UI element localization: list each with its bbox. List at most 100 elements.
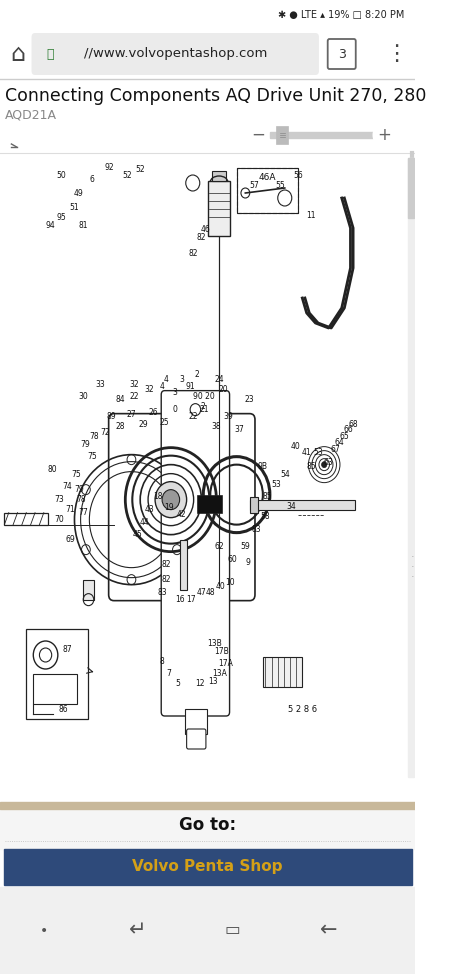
Text: 39: 39 bbox=[223, 412, 233, 421]
Circle shape bbox=[247, 122, 270, 148]
Text: ⋮: ⋮ bbox=[385, 44, 407, 64]
Text: 17: 17 bbox=[186, 595, 196, 604]
Bar bbox=[185, 709, 207, 734]
Text: 78: 78 bbox=[89, 432, 99, 441]
Text: 83: 83 bbox=[157, 588, 167, 597]
Text: 2: 2 bbox=[195, 370, 200, 379]
Text: 13: 13 bbox=[208, 678, 218, 687]
Text: 26: 26 bbox=[148, 408, 158, 417]
Bar bbox=[0, 0, 415, 30]
FancyBboxPatch shape bbox=[328, 39, 356, 69]
Text: 80: 80 bbox=[48, 466, 57, 474]
Circle shape bbox=[162, 490, 180, 509]
Text: 30: 30 bbox=[78, 393, 88, 401]
Text: 42: 42 bbox=[176, 510, 186, 519]
Text: 62: 62 bbox=[214, 543, 224, 551]
Text: 69: 69 bbox=[65, 535, 75, 544]
Text: 67: 67 bbox=[331, 445, 340, 454]
Bar bbox=[212, 171, 226, 181]
Text: 41: 41 bbox=[302, 448, 311, 457]
Bar bbox=[0, 802, 415, 809]
Text: ·: · bbox=[411, 552, 414, 562]
Text: 82: 82 bbox=[162, 575, 171, 584]
Text: 72: 72 bbox=[100, 429, 110, 437]
Text: 22: 22 bbox=[129, 393, 139, 401]
Text: 19: 19 bbox=[164, 504, 174, 512]
Text: 49: 49 bbox=[74, 189, 84, 198]
Bar bbox=[263, 657, 302, 687]
Text: ·: · bbox=[411, 562, 414, 572]
Bar bbox=[250, 500, 355, 509]
Text: 🔒: 🔒 bbox=[46, 48, 54, 60]
FancyBboxPatch shape bbox=[32, 33, 319, 75]
Bar bbox=[276, 126, 288, 144]
Text: 73: 73 bbox=[54, 495, 64, 505]
Text: 17B: 17B bbox=[214, 648, 229, 656]
Text: 9: 9 bbox=[246, 558, 250, 567]
Text: 57: 57 bbox=[249, 181, 259, 191]
FancyBboxPatch shape bbox=[187, 729, 206, 749]
Bar bbox=[237, 168, 298, 213]
Text: 71: 71 bbox=[65, 506, 75, 514]
Text: 44: 44 bbox=[140, 518, 149, 527]
Text: 52: 52 bbox=[136, 166, 145, 174]
Text: 40: 40 bbox=[216, 582, 226, 591]
Text: −: − bbox=[252, 126, 265, 144]
Text: 8: 8 bbox=[160, 657, 164, 666]
Text: ⌂: ⌂ bbox=[10, 42, 25, 66]
Text: 85: 85 bbox=[263, 492, 272, 502]
Text: 64: 64 bbox=[334, 438, 344, 447]
Text: 58: 58 bbox=[261, 512, 270, 521]
Bar bbox=[0, 887, 415, 974]
Text: 91: 91 bbox=[185, 382, 195, 392]
Text: 48: 48 bbox=[205, 588, 215, 597]
Bar bbox=[0, 30, 415, 78]
Bar bbox=[0, 809, 415, 849]
Text: 43: 43 bbox=[145, 506, 155, 514]
Text: ·: · bbox=[411, 572, 414, 582]
Circle shape bbox=[155, 481, 187, 517]
Text: 56: 56 bbox=[293, 171, 303, 180]
Text: 6: 6 bbox=[90, 175, 94, 184]
Bar bbox=[237, 168, 298, 213]
Bar bbox=[408, 158, 414, 218]
Text: 20: 20 bbox=[219, 385, 228, 394]
Text: 2: 2 bbox=[200, 402, 205, 411]
Text: 53: 53 bbox=[313, 448, 323, 457]
Text: 13B: 13B bbox=[207, 640, 222, 649]
Text: 92: 92 bbox=[105, 164, 114, 172]
Text: 32: 32 bbox=[129, 380, 139, 390]
Bar bbox=[26, 629, 88, 719]
Text: 33: 33 bbox=[96, 380, 106, 390]
Text: 86: 86 bbox=[58, 704, 68, 714]
Text: 12: 12 bbox=[195, 680, 204, 689]
Text: 5: 5 bbox=[175, 680, 180, 689]
Bar bbox=[208, 181, 230, 236]
Text: 50: 50 bbox=[56, 171, 66, 180]
Text: 82: 82 bbox=[188, 248, 198, 257]
Text: 75: 75 bbox=[72, 470, 81, 479]
Text: 89: 89 bbox=[107, 412, 116, 421]
Text: 27: 27 bbox=[127, 410, 136, 419]
Text: 29: 29 bbox=[138, 420, 147, 430]
Text: 21: 21 bbox=[200, 405, 209, 414]
Text: Go to:: Go to: bbox=[179, 816, 236, 834]
Text: 3: 3 bbox=[173, 389, 178, 397]
Text: 38: 38 bbox=[211, 422, 221, 431]
FancyBboxPatch shape bbox=[109, 414, 255, 601]
Text: 83: 83 bbox=[252, 525, 262, 534]
Text: 22: 22 bbox=[188, 412, 198, 421]
Text: AQD21A: AQD21A bbox=[5, 109, 57, 122]
Text: 52: 52 bbox=[122, 171, 132, 180]
Text: 74: 74 bbox=[63, 482, 73, 491]
Bar bbox=[250, 497, 258, 512]
Text: 24: 24 bbox=[214, 375, 224, 384]
Text: 60: 60 bbox=[228, 555, 237, 564]
Text: 46: 46 bbox=[201, 226, 211, 235]
Text: 11: 11 bbox=[306, 211, 316, 220]
Text: 3: 3 bbox=[338, 48, 346, 60]
Text: 77: 77 bbox=[78, 508, 88, 517]
Text: //www.volvopentashop.com: //www.volvopentashop.com bbox=[83, 48, 267, 60]
Bar bbox=[4, 512, 48, 525]
Text: 54: 54 bbox=[280, 470, 290, 479]
